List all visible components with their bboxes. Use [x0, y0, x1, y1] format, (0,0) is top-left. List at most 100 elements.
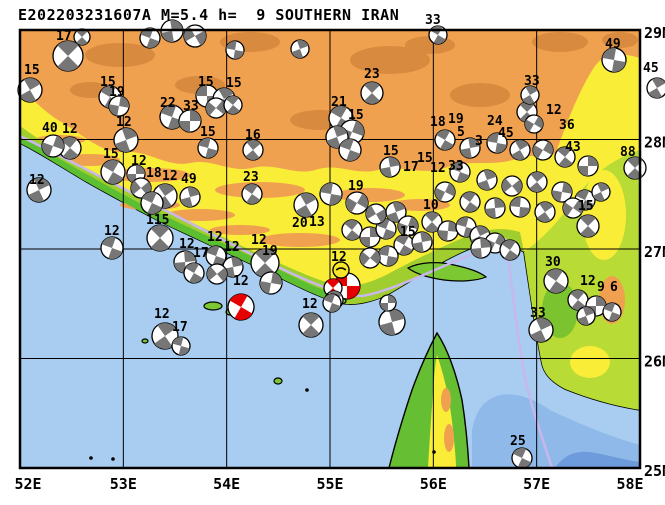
depth-label: 12 — [162, 169, 178, 184]
x-tick-label: 58E — [616, 475, 643, 493]
focal-mechanism-ball — [385, 201, 407, 223]
focal-mechanism-ball — [179, 186, 201, 208]
terrain-streak — [335, 188, 405, 202]
focal-mechanism-ball — [532, 139, 554, 161]
focal-mechanism-ball — [543, 268, 569, 294]
depth-label: 22 — [160, 96, 176, 111]
focal-mechanism-ball — [601, 47, 627, 73]
depth-label: 19 — [109, 85, 125, 100]
islet-dot — [89, 456, 93, 460]
depth-label: 3 — [475, 134, 483, 149]
depth-label: 5 — [457, 125, 465, 140]
terrain-blob — [532, 32, 588, 52]
coastal-road-line — [19, 134, 521, 298]
depth-label: 12 — [116, 115, 132, 130]
depth-label: 23 — [364, 67, 380, 82]
focal-mechanism-ball — [360, 81, 384, 105]
depth-label: 33 — [425, 13, 441, 28]
terrain-patch — [570, 346, 610, 378]
focal-mechanism-ball — [225, 40, 245, 60]
terrain-blob — [350, 46, 430, 74]
focal-mechanism-ball — [434, 129, 456, 151]
depth-label: 12 — [302, 297, 318, 312]
depth-label: 12 — [331, 250, 347, 265]
depth-label: 115 — [146, 213, 169, 228]
focal-mechanism-ball — [411, 231, 433, 253]
focal-mechanism-ball — [562, 197, 584, 219]
focal-mechanism-ball — [577, 155, 599, 177]
focal-mechanism-ball — [378, 308, 406, 336]
depth-label: 23 — [243, 170, 259, 185]
depth-label: 24 — [487, 114, 503, 129]
focal-mechanism-ball — [241, 183, 263, 205]
depth-label: 43 — [565, 140, 581, 155]
depth-label: 12 — [154, 307, 170, 322]
focal-mechanism-ball — [449, 161, 471, 183]
islet-dot — [111, 457, 115, 461]
y-tick-label: 26N — [644, 353, 665, 371]
x-tick-label: 56E — [420, 475, 447, 493]
focal-mechanism-ball — [379, 156, 401, 178]
focal-mechanism-ball — [526, 171, 548, 193]
focal-mechanism-ball — [41, 134, 65, 158]
depth-label: 12 — [131, 154, 147, 169]
focal-mechanism-mainshock — [227, 293, 255, 321]
depth-label: 16 — [245, 128, 261, 143]
focal-mechanism-ball — [437, 220, 459, 242]
depth-label: 9 — [597, 280, 605, 295]
focal-mechanism-ball — [551, 181, 573, 203]
focal-mechanism-ball — [52, 40, 84, 72]
focal-mechanism-ball — [393, 234, 415, 256]
depth-label: 19 — [262, 244, 278, 259]
depth-label: 12 — [546, 103, 562, 118]
terrain-blob — [602, 32, 638, 48]
focal-mechanism-ball — [17, 77, 43, 103]
focal-mechanism-ball — [470, 237, 492, 259]
focal-mechanism-ball — [499, 239, 521, 261]
depth-label: 10 — [423, 198, 439, 213]
y-tick-label: 27N — [644, 243, 665, 261]
focal-mechanism-ball — [250, 248, 280, 278]
depth-label: 33 — [183, 99, 199, 114]
focal-mechanism-ball — [140, 191, 164, 215]
focal-mechanism-ball — [293, 192, 319, 218]
terrain-patch — [444, 424, 454, 452]
focal-mechanism-ball — [421, 211, 443, 233]
islet-dot — [432, 450, 436, 454]
focal-mechanism-ball — [178, 109, 202, 133]
depth-label: 21 — [331, 95, 347, 110]
depth-label: 12 — [207, 230, 223, 245]
depth-label: 15 — [103, 147, 119, 162]
focal-mechanism-ball — [576, 214, 600, 238]
focal-mechanism-ball — [146, 224, 174, 252]
focal-mechanism-ball — [183, 262, 205, 284]
focal-mechanism-ball — [576, 306, 596, 326]
plate-boundary-line — [503, 237, 554, 469]
page-title: E202203231607A M=5.4 h= 9 SOUTHERN IRAN — [18, 6, 400, 24]
depth-label: 12 — [224, 240, 240, 255]
focal-mechanism-ball — [319, 182, 343, 206]
qeshm-island — [406, 262, 488, 282]
depth-label: 33 — [448, 159, 464, 174]
depth-label: 15 — [417, 151, 433, 166]
focal-mechanism-ball — [486, 132, 508, 154]
small-island — [273, 377, 283, 385]
focal-mechanism-ball — [108, 95, 130, 117]
depth-label: 12 — [179, 237, 195, 252]
depth-label: 15 — [100, 75, 116, 90]
depth-label: 12 — [233, 274, 249, 289]
x-tick-label: 54E — [213, 475, 240, 493]
focal-mechanism-ball — [509, 139, 531, 161]
depth-label: 15 — [198, 75, 214, 90]
terrain-streak — [210, 225, 270, 235]
depth-label: 12 — [104, 224, 120, 239]
x-tick-label: 57E — [523, 475, 550, 493]
focal-mechanism-ball — [434, 181, 456, 203]
depth-label: 33 — [530, 306, 546, 321]
focal-mechanism-ball — [365, 203, 387, 225]
y-tick-label: 25N — [644, 462, 665, 480]
depth-label: 17 — [403, 160, 419, 175]
depth-label: 17 — [193, 246, 209, 261]
